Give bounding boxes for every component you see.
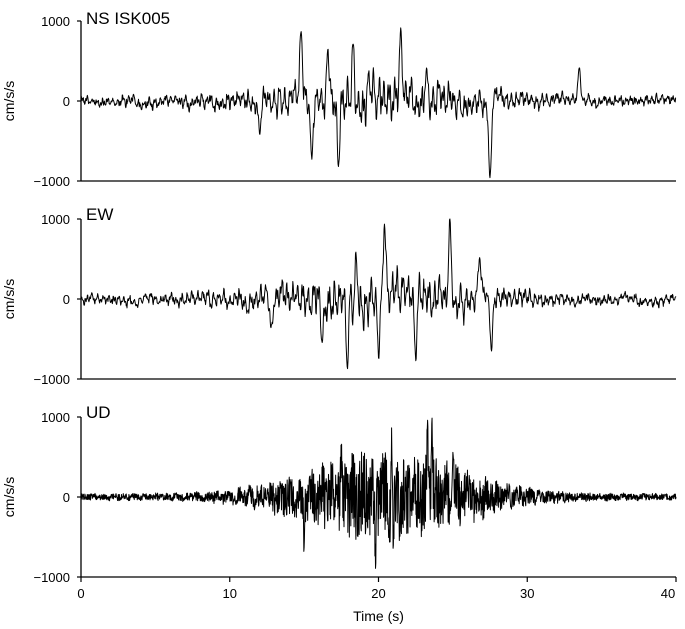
y-ticks-ns: 1000 0 −1000 xyxy=(33,14,81,189)
y-tick-label-ew-1000: 1000 xyxy=(41,212,70,227)
y-ticks-ew: 1000 0 −1000 xyxy=(33,212,81,387)
y-tick-label-ns-1000: 1000 xyxy=(41,14,70,29)
panel-ns: NS ISK005 cm/s/s 1000 0 −1000 xyxy=(1,9,677,189)
y-axis-label-ns: cm/s/s xyxy=(1,81,17,121)
x-tick-label-30: 30 xyxy=(520,586,534,601)
panel-title-ew: EW xyxy=(86,205,113,224)
y-tick-label-ns-neg1000: −1000 xyxy=(33,174,70,189)
y-tick-label-ud-neg1000: −1000 xyxy=(33,570,70,585)
y-tick-label-ew-0: 0 xyxy=(63,292,70,307)
y-tick-label-ew-neg1000: −1000 xyxy=(33,372,70,387)
series-line-ud xyxy=(80,417,677,569)
panel-title-ns: NS ISK005 xyxy=(86,9,170,28)
panel-ud: UD cm/s/s 1000 0 −1000 0 10 20 30 40 Tim… xyxy=(1,403,677,624)
x-tick-label-0: 0 xyxy=(77,586,84,601)
y-axis-label-ud: cm/s/s xyxy=(1,477,17,517)
panel-ew: EW cm/s/s 1000 0 −1000 xyxy=(1,205,677,387)
x-tick-label-10: 10 xyxy=(223,586,237,601)
y-tick-label-ud-0: 0 xyxy=(63,490,70,505)
y-tick-label-ud-1000: 1000 xyxy=(41,410,70,425)
series-line-ns xyxy=(80,27,677,179)
x-tick-label-40: 40 xyxy=(661,586,675,601)
series-line-ew xyxy=(80,218,677,370)
x-ticks-ud: 0 10 20 30 40 xyxy=(77,577,677,601)
x-axis-label: Time (s) xyxy=(353,608,404,624)
panel-title-ud: UD xyxy=(86,403,111,422)
y-tick-label-ns-0: 0 xyxy=(63,94,70,109)
y-axis-label-ew: cm/s/s xyxy=(1,279,17,319)
x-tick-label-20: 20 xyxy=(371,586,385,601)
y-ticks-ud: 1000 0 −1000 xyxy=(33,410,81,585)
